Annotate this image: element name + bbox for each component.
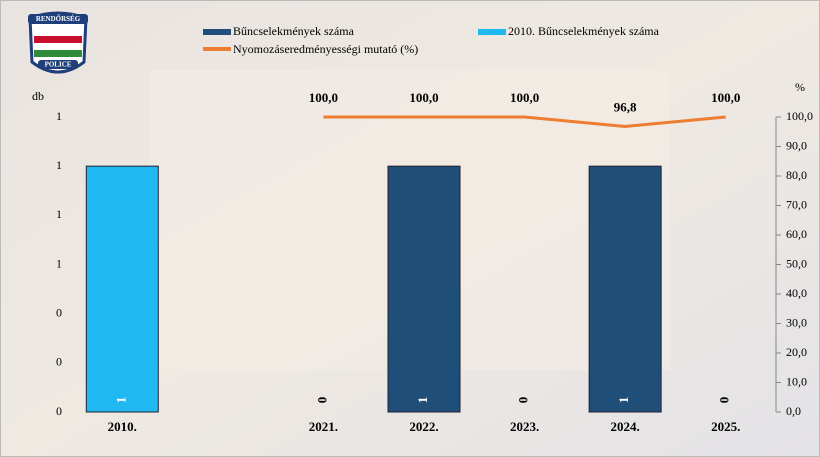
- y-tick-label: 1: [56, 109, 62, 123]
- y-tick-label: 0: [56, 305, 62, 319]
- y2-tick-label: 10,0: [786, 374, 807, 388]
- legend: Bűncselekmények száma 2010. Bűncselekmén…: [203, 24, 660, 56]
- logo-text: RENDŐRSÉG: [36, 15, 81, 23]
- logo-stripe: [34, 50, 82, 57]
- y2-tick-label: 0,0: [786, 404, 801, 418]
- y2-tick-label: 70,0: [786, 197, 807, 211]
- bar-value-label: 1: [113, 397, 128, 404]
- y-tick-label: 1: [56, 256, 62, 270]
- line-value-label: 100,0: [711, 90, 740, 105]
- x-tick-label: 2010.: [108, 419, 137, 434]
- line: [323, 115, 726, 128]
- legend-label: 2010. Bűncselekmények száma: [508, 24, 660, 38]
- x-tick-label: 2024.: [611, 419, 640, 434]
- y-tick-label: 1: [56, 207, 62, 221]
- bar: [588, 165, 662, 413]
- x-tick-label: 2021.: [309, 419, 338, 434]
- line-value-label: 100,0: [409, 90, 438, 105]
- legend-swatch: [203, 47, 231, 51]
- bar: [85, 165, 159, 413]
- logo-band: [38, 60, 78, 69]
- y-tick-label: 0: [56, 355, 62, 369]
- y2-axis-label: %: [795, 80, 805, 94]
- y2-tick-label: 80,0: [786, 168, 807, 182]
- y-axis-label: db: [32, 89, 44, 103]
- legend-swatch: [203, 29, 231, 35]
- legend-swatch: [478, 29, 506, 35]
- y2-tick-label: 20,0: [786, 345, 807, 359]
- y2-tick-label: 60,0: [786, 227, 807, 241]
- x-tick-label: 2025.: [711, 419, 740, 434]
- logo-band: [28, 14, 88, 24]
- legend-label: Bűncselekmények száma: [233, 24, 355, 38]
- bar: [387, 165, 461, 413]
- legend-label: Nyomozáseredményességi mutató (%): [233, 42, 418, 56]
- y2-tick-label: 90,0: [786, 138, 807, 152]
- bar-value-label: 1: [415, 397, 430, 404]
- y2-tick-label: 30,0: [786, 315, 807, 329]
- y2-tick-label: 50,0: [786, 256, 807, 270]
- y-tick-label: 0: [56, 404, 62, 418]
- bar-value-label: 0: [314, 397, 329, 404]
- logo: RENDŐRSÉG POLICE: [28, 11, 88, 74]
- logo-stripe: [34, 36, 82, 43]
- y2-tick-label: 40,0: [786, 286, 807, 300]
- y-tick-label: 1: [56, 158, 62, 172]
- y2-tick-label: 100,0: [786, 109, 813, 123]
- bar-value-label: 0: [516, 397, 531, 404]
- bar-value-label: 0: [717, 397, 732, 404]
- line-value-label: 100,0: [309, 90, 338, 105]
- line-value-label: 100,0: [510, 90, 539, 105]
- logo-text: POLICE: [45, 61, 72, 69]
- bar-value-label: 1: [616, 397, 631, 404]
- line-value-label: 96,8: [614, 99, 637, 114]
- x-tick-label: 2023.: [510, 419, 539, 434]
- x-tick-label: 2022.: [409, 419, 438, 434]
